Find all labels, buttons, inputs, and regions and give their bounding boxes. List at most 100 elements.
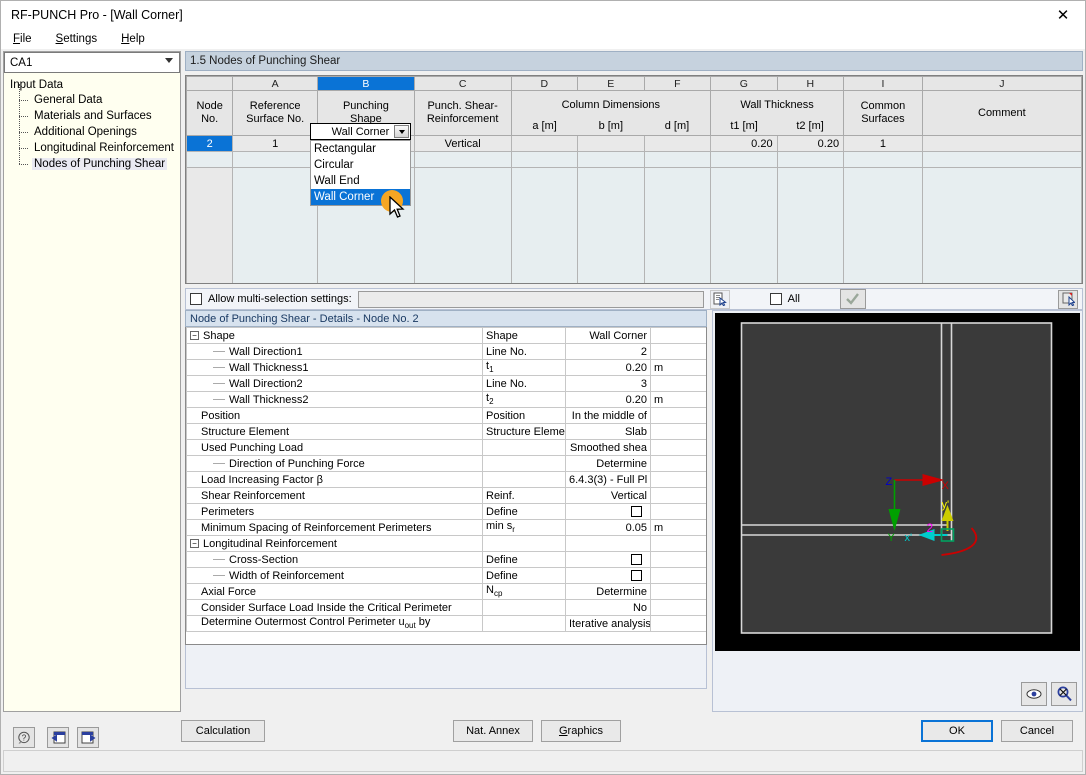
detail-row-used-punching-load[interactable]: Used Punching Load Smoothed shea <box>186 439 706 456</box>
detail-row-outermost-control-perimeter[interactable]: Determine Outermost Control Perimeter uo… <box>186 615 706 632</box>
detail-row-longitudinal-reinforcement-group[interactable]: − Longitudinal Reinforcement <box>186 535 706 552</box>
detail-row-cross-section[interactable]: Cross-Section Define <box>186 551 706 568</box>
empty-cell[interactable] <box>413 151 512 168</box>
calculation-button[interactable]: Calculation <box>181 720 265 742</box>
menu-file[interactable]: File <box>13 33 32 45</box>
detail-value[interactable]: Smoothed shea <box>565 439 651 456</box>
case-select[interactable]: CA1 <box>4 52 180 73</box>
detail-value[interactable]: Wall Corner <box>565 327 651 344</box>
col-letter-e[interactable]: E <box>577 76 645 91</box>
menu-settings[interactable]: Settings <box>55 33 98 45</box>
detail-value[interactable]: In the middle of <box>565 407 651 424</box>
detail-value[interactable]: Slab <box>565 423 651 440</box>
cell-punch-shear-reinforcement[interactable]: Vertical <box>413 135 512 152</box>
detail-value[interactable]: Iterative analysis <box>565 615 651 632</box>
detail-value[interactable]: 6.4.3(3) - Full Pl <box>565 471 651 488</box>
detail-row-width-of-reinforcement[interactable]: Width of Reinforcement Define <box>186 567 706 584</box>
detail-row-shear-reinforcement[interactable]: Shear Reinforcement Reinf. Vertical <box>186 487 706 504</box>
cell-comment[interactable] <box>921 135 1082 152</box>
row-node-no[interactable]: 2 <box>186 135 234 152</box>
detail-value[interactable]: Determine <box>565 583 651 600</box>
width-reinforcement-checkbox[interactable] <box>631 570 642 582</box>
table-row[interactable]: 2 1 Vertical 0.20 0.20 1 <box>186 135 1082 152</box>
detail-row-wall-direction1[interactable]: Wall Direction1 Line No. 2 <box>186 343 706 360</box>
cancel-button[interactable]: Cancel <box>1001 720 1073 742</box>
help-question-icon[interactable]: ? <box>13 727 35 748</box>
detail-row-structure-element[interactable]: Structure Element Structure Eleme Slab <box>186 423 706 440</box>
detail-row-wall-direction2[interactable]: Wall Direction2 Line No. 3 <box>186 375 706 392</box>
detail-row-consider-surface-load[interactable]: Consider Surface Load Inside the Critica… <box>186 599 706 616</box>
pick-in-graphic-icon[interactable] <box>1058 289 1078 309</box>
detail-row-load-increasing-factor[interactable]: Load Increasing Factor β 6.4.3(3) - Full… <box>186 471 706 488</box>
col-letter-i[interactable]: I <box>843 76 923 91</box>
empty-cell[interactable] <box>843 151 923 168</box>
detail-value[interactable]: 3 <box>565 375 651 392</box>
dropdown-option-rectangular[interactable]: Rectangular <box>314 143 377 155</box>
punching-shape-combo[interactable]: Wall Corner <box>310 123 411 140</box>
tree-root-input-data[interactable]: Input Data <box>10 79 64 91</box>
close-icon[interactable]: ✕ <box>1056 7 1070 24</box>
detail-row-perimeters[interactable]: Perimeters Define <box>186 503 706 520</box>
cross-section-checkbox[interactable] <box>631 554 642 566</box>
sidebar-item-materials-and-surfaces[interactable]: Materials and Surfaces <box>19 100 176 124</box>
perimeters-checkbox[interactable] <box>631 506 642 518</box>
detail-row-minimum-spacing[interactable]: Minimum Spacing of Reinforcement Perimet… <box>186 519 706 536</box>
empty-rownum[interactable] <box>186 151 234 168</box>
cell-t2[interactable]: 0.20 <box>776 135 845 152</box>
ok-button[interactable]: OK <box>921 720 993 742</box>
detail-row-wall-thickness1[interactable]: Wall Thickness1 t1 0.20 m <box>186 359 706 376</box>
check-apply-icon[interactable] <box>839 289 866 309</box>
next-page-icon[interactable] <box>77 727 99 748</box>
empty-cell[interactable] <box>921 151 1082 168</box>
detail-row-position[interactable]: Position Position In the middle of <box>186 407 706 424</box>
empty-cell[interactable] <box>510 151 579 168</box>
detail-value[interactable]: 0.05 <box>565 519 651 536</box>
previous-page-icon[interactable] <box>47 727 69 748</box>
col-letter-j[interactable]: J <box>921 76 1082 91</box>
empty-cell[interactable] <box>776 151 845 168</box>
detail-row-shape-group[interactable]: − Shape Shape Wall Corner <box>186 327 706 344</box>
col-letter-g[interactable]: G <box>710 76 778 91</box>
detail-value[interactable] <box>565 503 651 520</box>
multi-selection-input[interactable] <box>357 290 704 308</box>
cell-t1[interactable]: 0.20 <box>710 135 778 152</box>
col-letter-d[interactable]: D <box>510 76 579 91</box>
combo-dropdown-button[interactable] <box>394 125 409 138</box>
nat-annex-button[interactable]: Nat. Annex <box>453 720 533 742</box>
sidebar-item-additional-openings[interactable]: Additional Openings <box>19 116 176 140</box>
cell-a[interactable] <box>510 135 579 152</box>
model-viewport[interactable]: Z Y X y' x' 2 <box>715 313 1080 651</box>
zoom-reset-icon[interactable] <box>1051 682 1077 706</box>
sidebar-item-nodes-of-punching-shear[interactable]: Nodes of Punching Shear <box>19 148 176 172</box>
detail-value[interactable]: 2 <box>565 343 651 360</box>
cell-d[interactable] <box>643 135 712 152</box>
detail-value[interactable] <box>565 551 651 568</box>
pick-from-list-icon[interactable] <box>709 289 730 309</box>
dropdown-option-circular[interactable]: Circular <box>314 159 354 171</box>
detail-row-wall-thickness2[interactable]: Wall Thickness2 t2 0.20 m <box>186 391 706 408</box>
menu-help[interactable]: Help <box>121 33 145 45</box>
detail-row-direction-of-punching-force[interactable]: Direction of Punching Force Determine <box>186 455 706 472</box>
allow-multi-selection-checkbox[interactable] <box>190 293 202 305</box>
cell-b[interactable] <box>577 135 645 152</box>
detail-value[interactable]: No <box>565 599 651 616</box>
cell-common-surfaces[interactable]: 1 <box>843 135 923 152</box>
detail-row-axial-force[interactable]: Axial Force Ncp Determine <box>186 583 706 600</box>
detail-value[interactable]: 0.20 <box>565 391 651 408</box>
col-letter-a[interactable]: A <box>232 76 319 91</box>
empty-cell[interactable] <box>710 151 778 168</box>
eye-view-icon[interactable] <box>1021 682 1047 706</box>
dropdown-option-wall-end[interactable]: Wall End <box>314 175 360 187</box>
detail-value[interactable]: 0.20 <box>565 359 651 376</box>
detail-value[interactable]: Determine <box>565 455 651 472</box>
col-letter-c[interactable]: C <box>413 76 512 91</box>
detail-value[interactable]: Vertical <box>565 487 651 504</box>
collapse-icon[interactable]: − <box>190 539 199 549</box>
all-checkbox[interactable] <box>769 293 782 305</box>
detail-value[interactable] <box>565 567 651 584</box>
col-letter-h[interactable]: H <box>776 76 845 91</box>
empty-cell[interactable] <box>643 151 712 168</box>
empty-cell[interactable] <box>577 151 645 168</box>
col-letter-f[interactable]: F <box>643 76 712 91</box>
